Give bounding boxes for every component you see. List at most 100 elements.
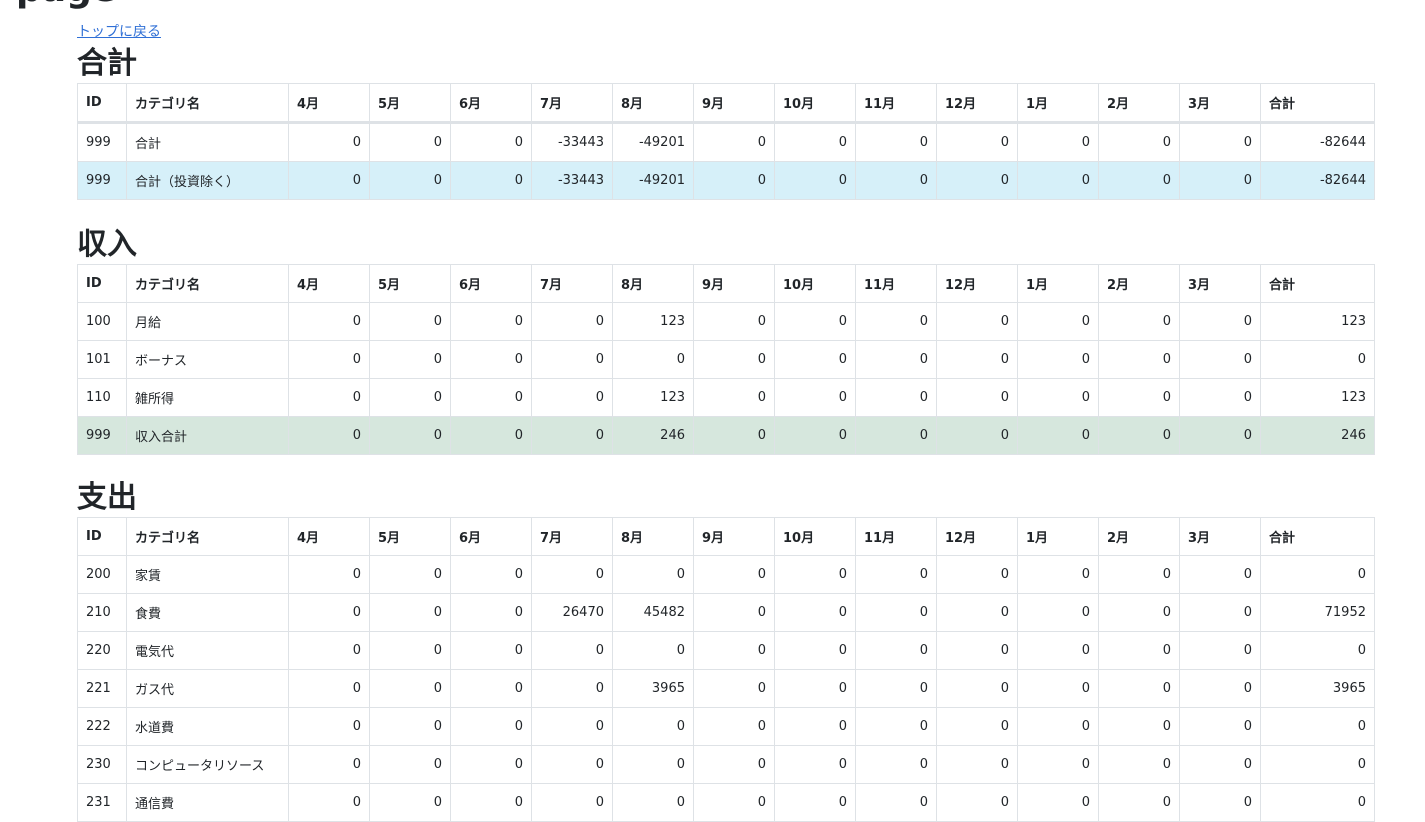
amount-cell: 0 [1260, 707, 1375, 746]
column-header: 9月 [693, 264, 775, 303]
amount-cell: 0 [774, 593, 856, 632]
amount-cell: 0 [369, 302, 451, 341]
amount-cell: 0 [369, 631, 451, 670]
amount-cell: 0 [855, 555, 937, 594]
amount-cell: 0 [936, 340, 1018, 379]
amount-cell: 0 [288, 161, 370, 200]
column-header: 10月 [774, 83, 856, 124]
amount-cell: 0 [450, 669, 532, 708]
amount-cell: 0 [1179, 122, 1261, 162]
table-row: 220 電気代 0 0 0 0 0 0 0 0 0 0 0 0 0 [77, 631, 1375, 670]
amount-cell: 123 [1260, 302, 1375, 341]
amount-cell: 0 [1017, 555, 1099, 594]
back-to-top-link[interactable]: トップに戻る [77, 24, 161, 40]
column-header: 2月 [1098, 264, 1180, 303]
amount-cell: 0 [1179, 631, 1261, 670]
amount-cell: 0 [936, 161, 1018, 200]
amount-cell: 0 [1179, 707, 1261, 746]
column-header: 1月 [1017, 517, 1099, 556]
amount-cell: 0 [288, 122, 370, 162]
amount-cell: 26470 [531, 593, 613, 632]
category-cell: ボーナス [126, 340, 289, 379]
amount-cell: 0 [612, 340, 694, 379]
amount-cell: 0 [450, 555, 532, 594]
amount-cell: 123 [1260, 378, 1375, 417]
amount-cell: 0 [369, 416, 451, 455]
amount-cell: -82644 [1260, 122, 1375, 162]
id-cell: 222 [77, 707, 127, 746]
column-header: 7月 [531, 83, 613, 124]
amount-cell: 0 [1260, 555, 1375, 594]
amount-cell: 0 [774, 631, 856, 670]
category-cell: 家賃 [126, 555, 289, 594]
column-header: 4月 [288, 83, 370, 124]
amount-cell: 0 [693, 416, 775, 455]
amount-cell: 0 [369, 707, 451, 746]
amount-cell: 0 [936, 555, 1018, 594]
category-cell: 収入合計 [126, 416, 289, 455]
amount-cell: 0 [531, 669, 613, 708]
amount-cell: 123 [612, 378, 694, 417]
column-header: カテゴリ名 [126, 83, 289, 124]
amount-cell: 0 [1098, 707, 1180, 746]
amount-cell: 0 [288, 593, 370, 632]
amount-cell: 0 [1017, 745, 1099, 784]
amount-cell: 0 [693, 745, 775, 784]
amount-cell: 0 [1179, 302, 1261, 341]
amount-cell: 0 [855, 340, 937, 379]
amount-cell: 0 [936, 302, 1018, 341]
section-income: 収入 ID カテゴリ名 4月 5月 6月 7月 8月 9月 10月 11月 12月 1月 2月 3月 合計 … [77, 226, 1375, 455]
category-cell: 月給 [126, 302, 289, 341]
amount-cell: 0 [288, 302, 370, 341]
amount-cell: 0 [1098, 416, 1180, 455]
amount-cell: 0 [1179, 161, 1261, 200]
amount-cell: 0 [1017, 783, 1099, 822]
amount-cell: 0 [1017, 302, 1099, 341]
amount-cell: 0 [774, 122, 856, 162]
amount-cell: 0 [1017, 378, 1099, 417]
column-header: 6月 [450, 517, 532, 556]
column-header: 合計 [1260, 517, 1375, 556]
amount-cell: 0 [369, 555, 451, 594]
column-header: 8月 [612, 264, 694, 303]
amount-cell: 0 [693, 631, 775, 670]
column-header: 11月 [855, 83, 937, 124]
amount-cell: 0 [1098, 745, 1180, 784]
id-cell: 100 [77, 302, 127, 341]
table-row: 222 水道費 0 0 0 0 0 0 0 0 0 0 0 0 0 [77, 707, 1375, 746]
amount-cell: 0 [774, 669, 856, 708]
amount-cell: 0 [1179, 745, 1261, 784]
amount-cell: 0 [774, 783, 856, 822]
amount-cell: 0 [693, 122, 775, 162]
column-header: 8月 [612, 83, 694, 124]
amount-cell: 0 [288, 340, 370, 379]
expense-table: ID カテゴリ名 4月 5月 6月 7月 8月 9月 10月 11月 12月 1月 2月 3月 合計 200… [77, 517, 1375, 822]
amount-cell: 0 [369, 745, 451, 784]
id-cell: 999 [77, 416, 127, 455]
amount-cell: -33443 [531, 161, 613, 200]
amount-cell: 0 [855, 122, 937, 162]
amount-cell: 0 [936, 122, 1018, 162]
amount-cell: 0 [855, 416, 937, 455]
amount-cell: 0 [774, 416, 856, 455]
amount-cell: 0 [693, 378, 775, 417]
amount-cell: 0 [531, 707, 613, 746]
amount-cell: 0 [693, 669, 775, 708]
amount-cell: 0 [369, 378, 451, 417]
amount-cell: 0 [1179, 340, 1261, 379]
amount-cell: 0 [1098, 340, 1180, 379]
column-header: 4月 [288, 264, 370, 303]
amount-cell: 0 [936, 783, 1018, 822]
amount-cell: 0 [612, 783, 694, 822]
amount-cell: 0 [855, 707, 937, 746]
amount-cell: 0 [774, 745, 856, 784]
category-cell: ガス代 [126, 669, 289, 708]
table-row: 210 食費 0 0 0 26470 45482 0 0 0 0 0 0 0 71952 [77, 593, 1375, 632]
amount-cell: 0 [1179, 378, 1261, 417]
column-header: 7月 [531, 517, 613, 556]
amount-cell: 0 [1017, 122, 1099, 162]
summary-table: ID カテゴリ名 4月 5月 6月 7月 8月 9月 10月 11月 12月 1月 2月 3月 合計 999… [77, 83, 1375, 200]
amount-cell: 0 [288, 745, 370, 784]
amount-cell: 0 [693, 707, 775, 746]
amount-cell: 0 [936, 707, 1018, 746]
